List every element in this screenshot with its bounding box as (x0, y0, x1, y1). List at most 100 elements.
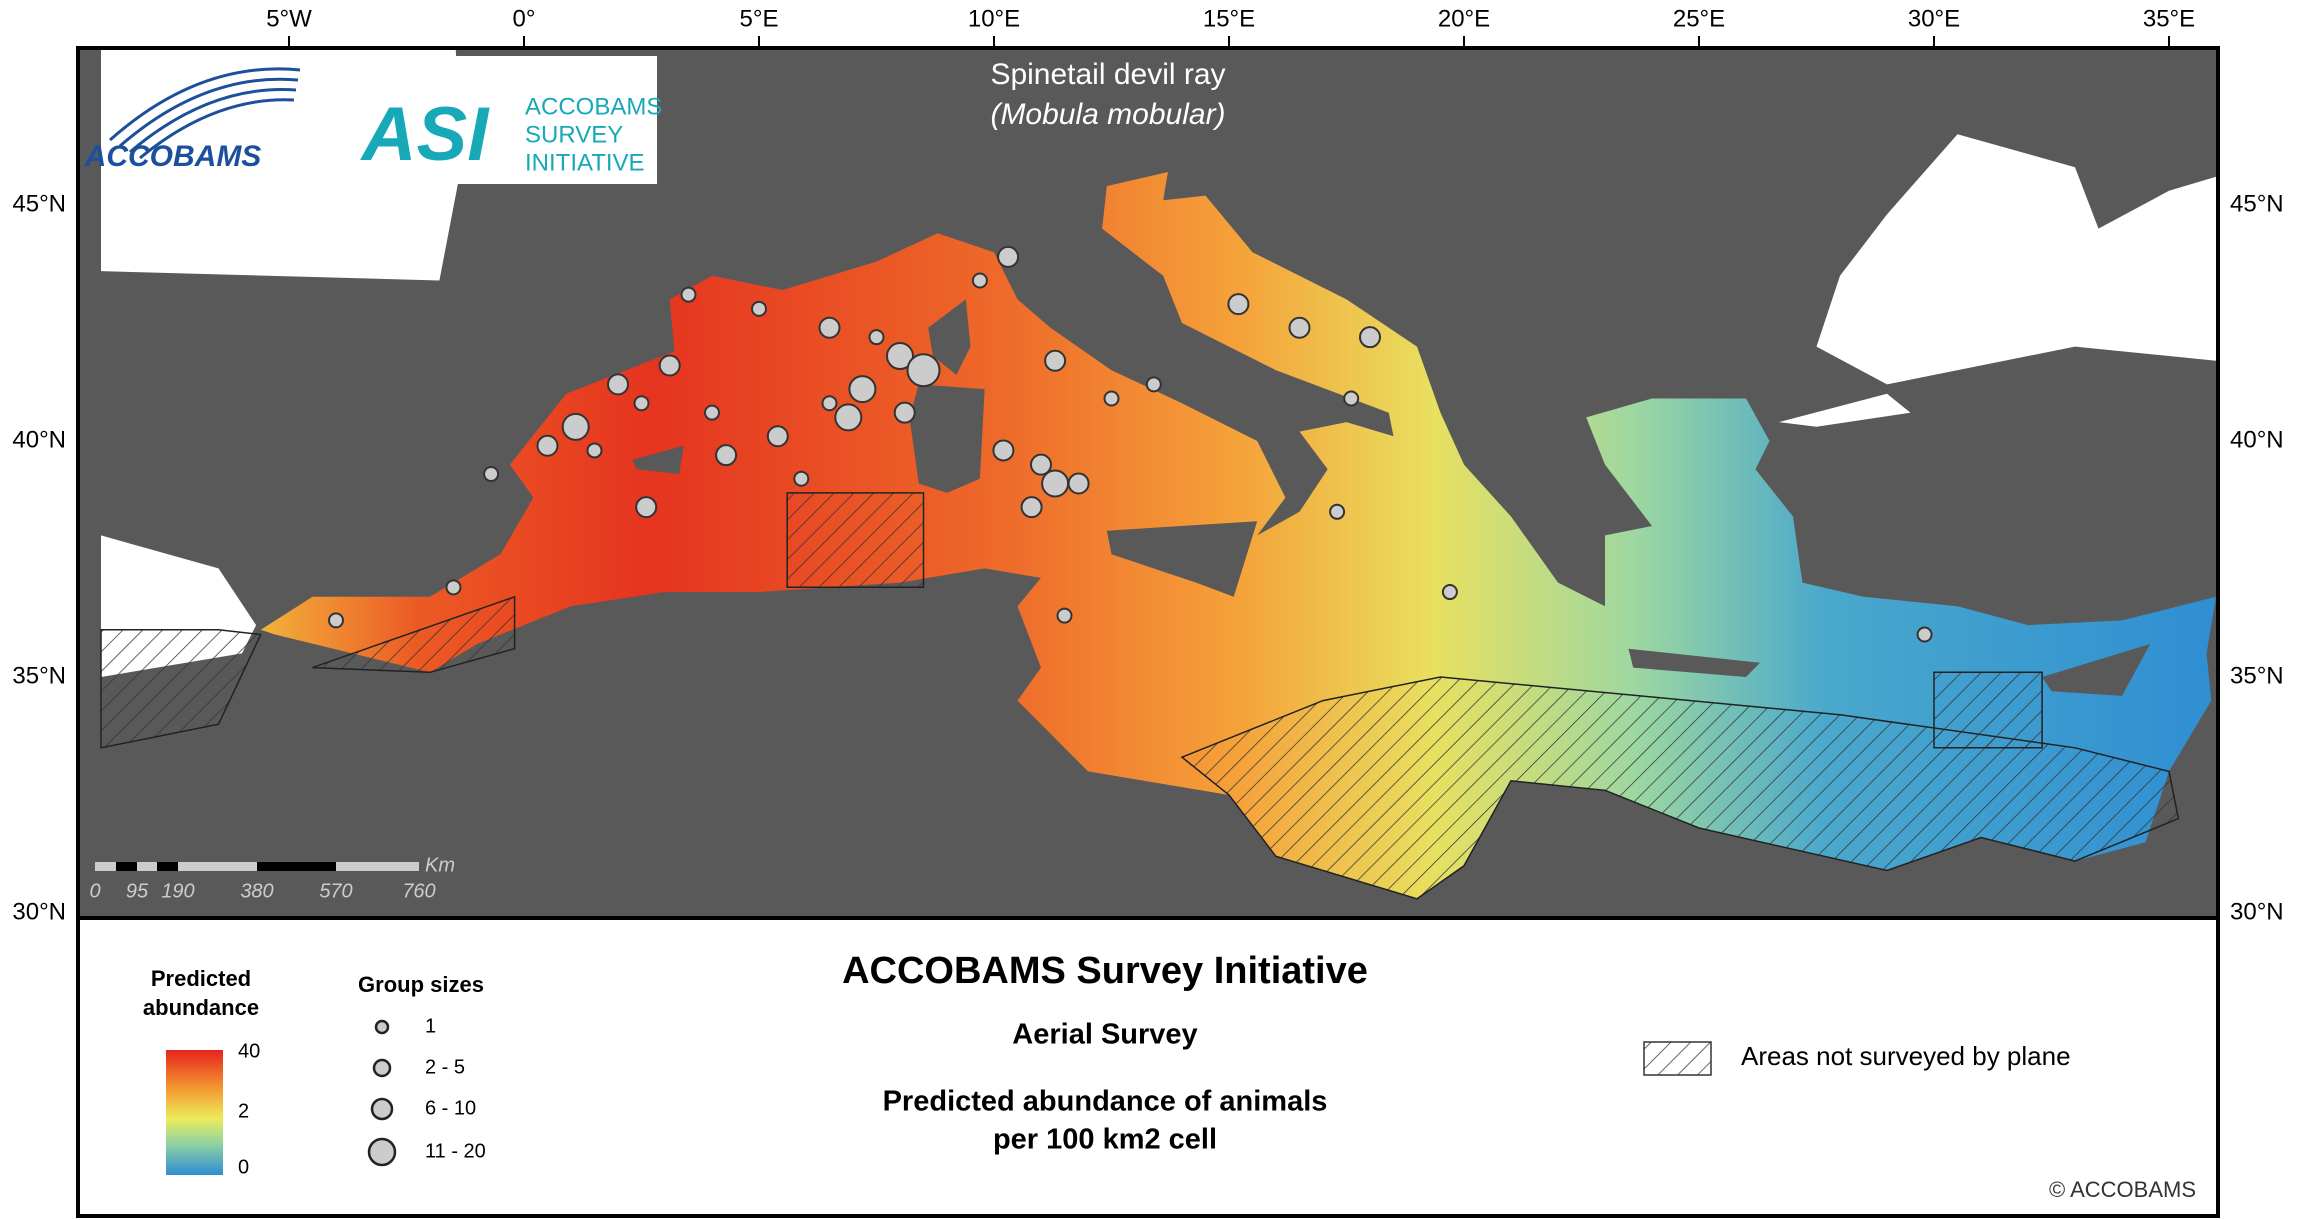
latitude-label: 40°N (12, 426, 66, 453)
sighting (635, 496, 658, 519)
black-sea (1816, 134, 2218, 385)
longitude-label: 20°E (1438, 5, 1490, 32)
sighting (704, 404, 720, 421)
island (632, 445, 684, 474)
group-label: 6 - 10 (425, 1097, 476, 1119)
group-label: 11 - 20 (425, 1140, 486, 1162)
not-surveyed (1180, 676, 2180, 900)
sighting (561, 412, 590, 441)
not-surveyed (786, 492, 925, 589)
sighting (1343, 390, 1360, 407)
island (928, 299, 971, 375)
ramp-label: 0 (238, 1156, 249, 1178)
logo-text: ACCOBAMS (84, 140, 262, 173)
scale-label: 190 (161, 880, 194, 902)
longitude-label: 5°E (740, 5, 779, 32)
sighting (1145, 376, 1162, 393)
sighting (848, 375, 877, 404)
legend-panel (76, 916, 2220, 1218)
sighting (751, 300, 767, 317)
sighting (906, 353, 941, 388)
sighting (1441, 584, 1458, 601)
latitude-label: 40°N (2230, 426, 2284, 453)
latitude-label: 45°N (12, 190, 66, 217)
sighting (868, 329, 885, 346)
logo-text: ACCOBAMS (525, 93, 662, 120)
longitude-label: 35°E (2143, 5, 2195, 32)
group-symbol (370, 1097, 394, 1121)
sighting (1020, 496, 1043, 519)
sighting (834, 403, 863, 432)
longitude-label: 30°E (1908, 5, 1960, 32)
scale-label: 0 (89, 880, 100, 902)
island (1628, 648, 1761, 677)
latitude-label: 30°N (2230, 898, 2284, 925)
marmara (1778, 393, 1911, 427)
ramp-label: 2 (238, 1100, 249, 1122)
scale-label: 570 (319, 880, 352, 902)
sighting (997, 245, 1020, 268)
group-label: 2 - 5 (425, 1056, 465, 1078)
sighting (1067, 472, 1090, 495)
scale-label: 95 (126, 880, 149, 902)
map-subtitle: (Mobula mobular) (990, 98, 1225, 131)
latitude-label: 35°N (12, 662, 66, 689)
latitude-label: 30°N (12, 898, 66, 925)
logo-mark: ASI (360, 92, 491, 177)
sighting (715, 444, 738, 467)
sighting (658, 354, 681, 377)
hatch-label: Areas not surveyed by plane (1741, 1041, 2071, 1071)
accobams-logo: ACCOBAMS (84, 67, 301, 173)
logo-text: SURVEY (525, 121, 623, 148)
sighting (971, 272, 988, 289)
legend-title: Predicted (151, 966, 251, 991)
sighting (992, 439, 1015, 462)
hatch-swatch (1643, 1041, 1712, 1076)
not-surveyed (1933, 671, 2043, 749)
sighting (1103, 390, 1120, 407)
legend-title: Group sizes (358, 972, 484, 997)
sighting (1359, 326, 1381, 349)
sighting (1288, 316, 1311, 339)
not-surveyed (312, 595, 516, 674)
sighting (445, 579, 462, 596)
sighting (1329, 503, 1346, 520)
sighting (818, 316, 841, 339)
sighting (893, 401, 916, 424)
footer-description: per 100 km2 cell (993, 1124, 1217, 1156)
sighting (1041, 469, 1070, 498)
not-surveyed (100, 629, 262, 749)
legend-title: abundance (143, 995, 259, 1020)
sighting (483, 466, 500, 483)
longitude-label: 15°E (1203, 5, 1255, 32)
sighting (1044, 349, 1067, 372)
sighting (680, 286, 697, 303)
sighting (1056, 607, 1073, 624)
sighting (1030, 453, 1052, 476)
map-title: Spinetail devil ray (990, 58, 1225, 91)
longitude-label: 10°E (968, 5, 1020, 32)
copyright: © ACCOBAMS (2049, 1177, 2196, 1202)
scale-bar: Km (95, 854, 455, 876)
sighting (766, 425, 789, 448)
group-label: 1 (425, 1015, 436, 1037)
sighting (1227, 293, 1250, 316)
footer-description: Predicted abundance of animals (883, 1086, 1328, 1118)
latitude-label: 45°N (2230, 190, 2284, 217)
longitude-label: 25°E (1673, 5, 1725, 32)
logo-text: INITIATIVE (525, 149, 645, 176)
asi-logo: ASI ACCOBAMS SURVEY INITIATIVE (350, 56, 662, 184)
footer-title: ACCOBAMS Survey Initiative (842, 950, 1368, 992)
group-symbol (372, 1058, 392, 1078)
sighting (1916, 626, 1933, 643)
sighting (821, 395, 838, 412)
longitude-label: 5°W (266, 5, 312, 32)
island (1106, 521, 1258, 597)
sighting (328, 612, 344, 629)
sighting (886, 342, 914, 371)
scale-label: 760 (402, 880, 435, 902)
latitude-label: 35°N (2230, 662, 2284, 689)
scale-unit: Km (425, 854, 455, 876)
island (2042, 644, 2151, 696)
